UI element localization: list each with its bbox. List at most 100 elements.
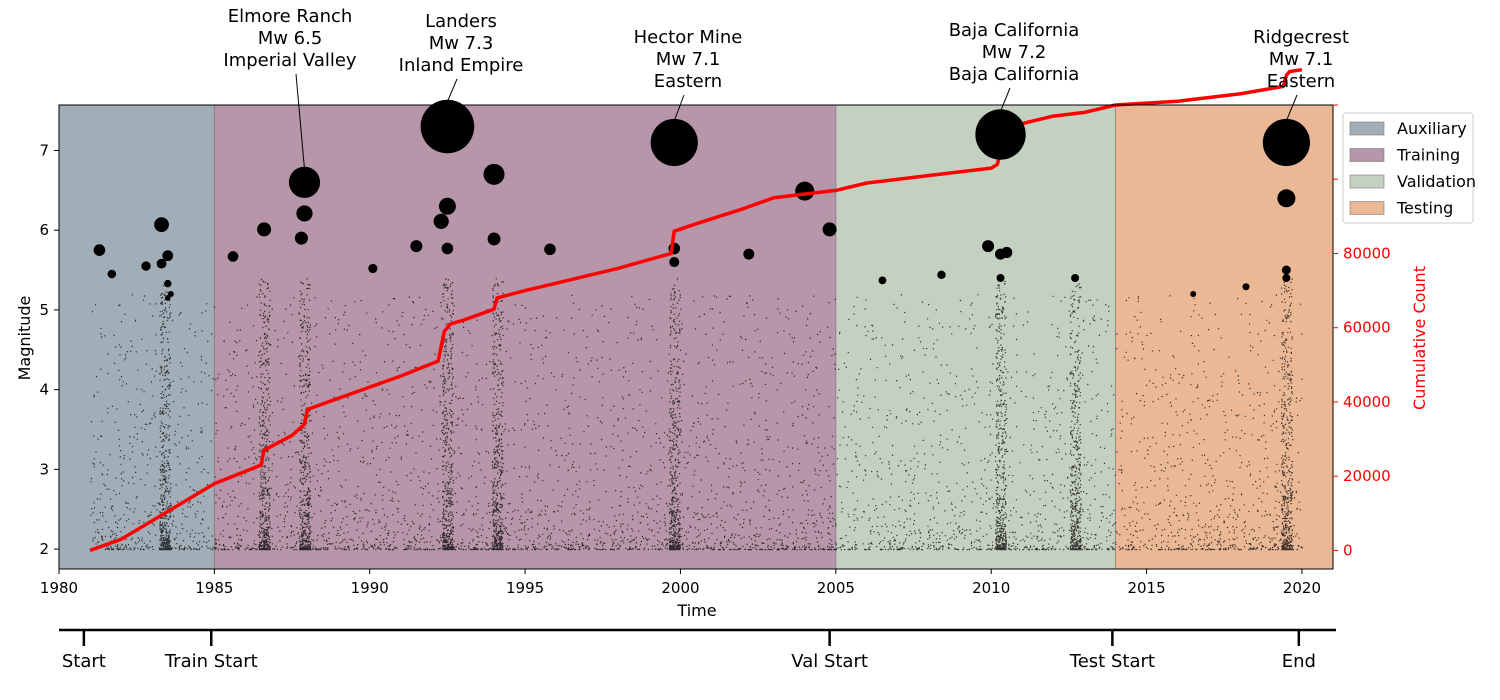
large-event-point (1071, 274, 1080, 283)
large-event-point (257, 222, 272, 237)
x-tick-label: 1985 (195, 579, 233, 597)
period-band-validation (835, 105, 1116, 569)
x-tick-label: 1990 (351, 579, 389, 597)
x-tick-label: 2010 (972, 579, 1010, 597)
large-event-point (441, 242, 454, 255)
large-event-point (483, 163, 505, 185)
large-event-point (1242, 283, 1250, 291)
legend-label: Testing (1396, 199, 1453, 218)
y-tick-label: 5 (39, 301, 49, 319)
annotation-leader (673, 94, 685, 122)
legend-swatch (1349, 148, 1385, 162)
axes-frame (58, 104, 1334, 570)
large-event-point (296, 205, 313, 222)
annotation-leader (446, 78, 458, 102)
y-tick-label: 2 (39, 540, 49, 558)
large-events (93, 163, 1296, 301)
large-event-point (164, 279, 172, 288)
y-tick-label: 3 (39, 460, 49, 478)
y-axis-label: Magnitude (15, 296, 34, 381)
large-event-point (822, 222, 837, 237)
timeline-label: Start (62, 651, 106, 672)
y2-tick-label: 20000 (1343, 467, 1391, 485)
annotation-text: Ridgecrest (1253, 27, 1349, 48)
timeline-label: Val Start (791, 651, 868, 672)
x-axis-label: Time (676, 601, 716, 620)
x-tick-label: 2000 (661, 579, 699, 597)
timeline-label: End (1282, 651, 1316, 672)
legend-label: Training (1396, 146, 1460, 165)
annotation-text: Mw 7.3 (429, 33, 494, 54)
y2-axis-label: Cumulative Count (1410, 266, 1429, 410)
large-event-point (996, 274, 1005, 283)
large-event-point (795, 181, 815, 201)
legend-swatch (1349, 201, 1385, 215)
large-event-point (487, 232, 501, 246)
major-event-point (288, 166, 321, 198)
annotation-text: Mw 7.1 (1269, 49, 1334, 70)
major-event-point (1262, 118, 1310, 167)
annotation-text: Mw 7.1 (656, 49, 721, 70)
large-event-point (1277, 189, 1296, 208)
large-event-point (141, 261, 151, 271)
large-event-point (368, 263, 378, 274)
period-band-testing (1115, 105, 1333, 569)
large-event-point (167, 290, 174, 297)
large-event-point (982, 240, 995, 253)
legend-swatch (1349, 121, 1385, 136)
y-tick-label: 6 (39, 221, 49, 239)
large-event-point (164, 295, 171, 301)
annotation-text: Elmore Ranch (228, 6, 353, 27)
y2-tick-label: 0 (1343, 541, 1353, 559)
large-event-point (937, 270, 946, 280)
x-tick-label: 1995 (506, 579, 544, 597)
annotation-text: Baja California (949, 20, 1080, 41)
plot-frame (58, 104, 1334, 570)
large-event-point (1282, 274, 1291, 283)
annotation-text: Inland Empire (399, 55, 524, 76)
legend-label: Auxiliary (1397, 119, 1467, 138)
annotation-leader (1285, 94, 1298, 122)
large-event-point (156, 258, 167, 269)
major-events (288, 99, 1310, 198)
legend: Auxiliary Training Validation Testing (1342, 112, 1476, 224)
legend-swatch (1349, 174, 1385, 189)
large-event-point (669, 257, 680, 268)
annotation-leader (1000, 87, 1011, 112)
legend-box (1342, 112, 1474, 224)
large-event-point (154, 217, 169, 232)
x-axis: 1980 1985 1990 1995 2000 2005 2010 2015 2020 (40, 569, 1321, 597)
large-event-point (878, 276, 887, 285)
large-event-point (410, 240, 423, 253)
annotation-leader (295, 73, 305, 169)
y-tick-label: 4 (39, 381, 49, 399)
timeline-label: Test Start (1069, 651, 1155, 672)
large-event-point (93, 244, 106, 256)
large-event-point (544, 243, 556, 256)
y2-tick-label: 80000 (1343, 244, 1391, 262)
large-event-point (743, 248, 755, 260)
large-event-point (1001, 246, 1013, 259)
large-event-point (1190, 290, 1197, 297)
y2-tick-label: 60000 (1343, 319, 1391, 337)
x-tick-label: 2005 (817, 579, 855, 597)
annotation-text: Landers (425, 11, 497, 32)
y-tick-label: 7 (39, 141, 49, 159)
large-event-point (294, 231, 308, 245)
period-bands (59, 105, 1333, 569)
annotation-text: Mw 7.2 (982, 42, 1047, 63)
y2-tick-label: 40000 (1343, 393, 1391, 411)
large-event-point (438, 197, 456, 215)
x-tick-label: 2020 (1283, 579, 1321, 597)
timeline: Start Train Start Val Start Test Start End (59, 628, 1336, 672)
major-event-point (420, 99, 475, 154)
major-event-point (650, 118, 698, 167)
annotation-text: Mw 6.5 (258, 28, 323, 49)
cumulative-count-line (89, 67, 1303, 553)
large-event-point (107, 269, 117, 279)
timeline-label: Train Start (164, 651, 258, 672)
x-tick-label: 2015 (1127, 579, 1165, 597)
y-axis: 2 3 4 5 6 7 (39, 141, 59, 558)
annotation-text: Eastern (654, 71, 722, 92)
